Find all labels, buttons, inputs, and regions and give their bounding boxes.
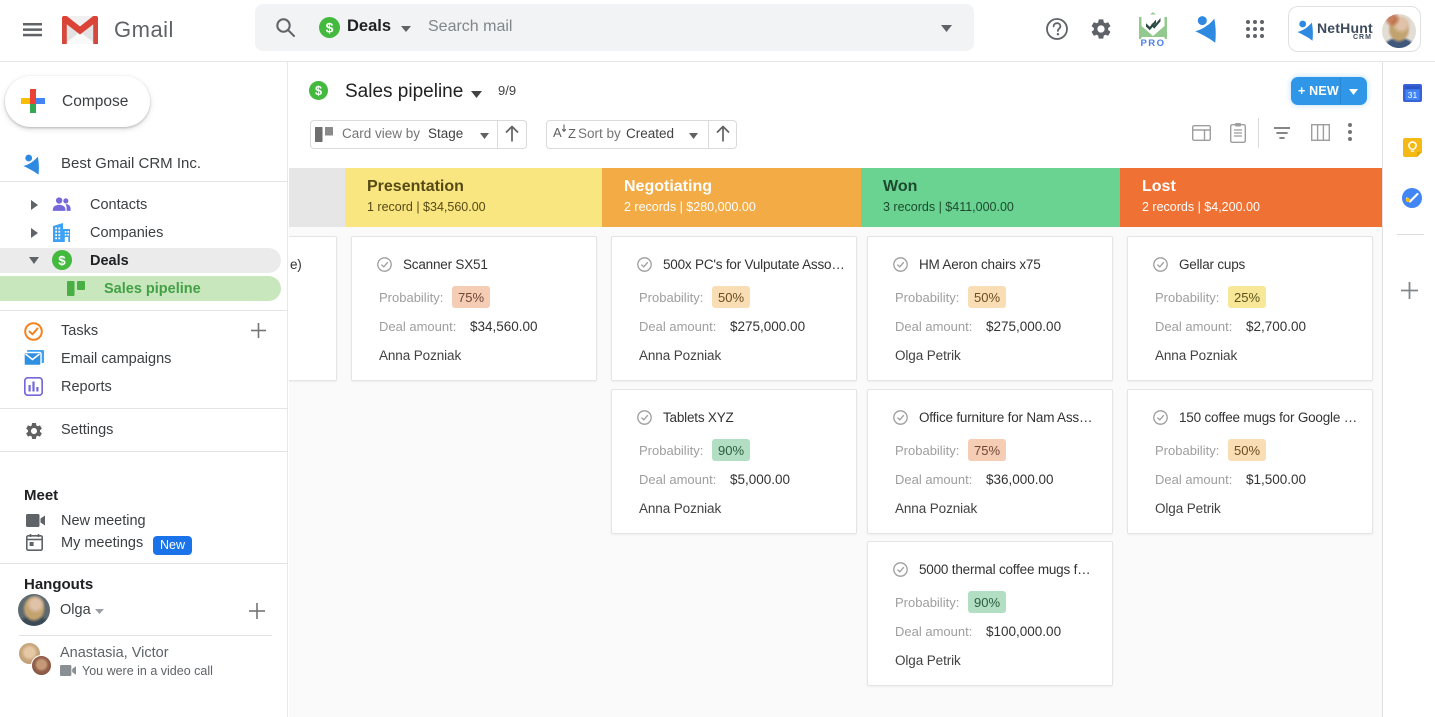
svg-text:$: $ bbox=[326, 20, 334, 36]
svg-text:$: $ bbox=[315, 84, 322, 98]
svg-text:31: 31 bbox=[1408, 90, 1418, 100]
svg-text:PRO: PRO bbox=[1140, 38, 1165, 49]
svg-text:$: $ bbox=[58, 253, 66, 268]
